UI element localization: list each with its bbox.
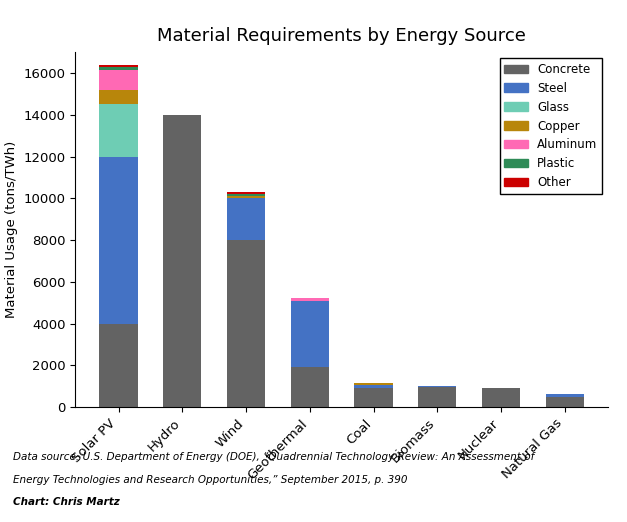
Bar [100, 67, 138, 70]
Bar [482, 388, 520, 407]
Bar [227, 198, 265, 240]
Y-axis label: Material Usage (tons/TWh): Material Usage (tons/TWh) [5, 141, 18, 318]
Bar [545, 394, 584, 397]
Bar [418, 387, 456, 407]
Bar [545, 397, 584, 407]
Bar [100, 65, 138, 67]
Bar [100, 157, 138, 324]
Bar [100, 324, 138, 407]
Bar [163, 115, 201, 407]
Bar [354, 383, 393, 385]
Title: Material Requirements by Energy Source: Material Requirements by Energy Source [157, 27, 526, 45]
Bar [227, 194, 265, 196]
Text: Data source: U.S. Department of Energy (DOE), “Quadrennial Technology Review: An: Data source: U.S. Department of Energy (… [13, 452, 534, 461]
Bar [100, 70, 138, 90]
Text: Energy Technologies and Research Opportunities,” September 2015, p. 390: Energy Technologies and Research Opportu… [13, 475, 407, 485]
Bar [100, 90, 138, 104]
Bar [100, 104, 138, 157]
Text: Chart: Chris Martz: Chart: Chris Martz [13, 497, 119, 507]
Bar [291, 301, 329, 367]
Bar [227, 196, 265, 198]
Bar [291, 367, 329, 407]
Bar [354, 385, 393, 388]
Bar [354, 388, 393, 407]
Bar [291, 298, 329, 301]
Legend: Concrete, Steel, Glass, Copper, Aluminum, Plastic, Other: Concrete, Steel, Glass, Copper, Aluminum… [500, 58, 603, 194]
Bar [227, 192, 265, 194]
Bar [227, 240, 265, 407]
Bar [418, 386, 456, 387]
